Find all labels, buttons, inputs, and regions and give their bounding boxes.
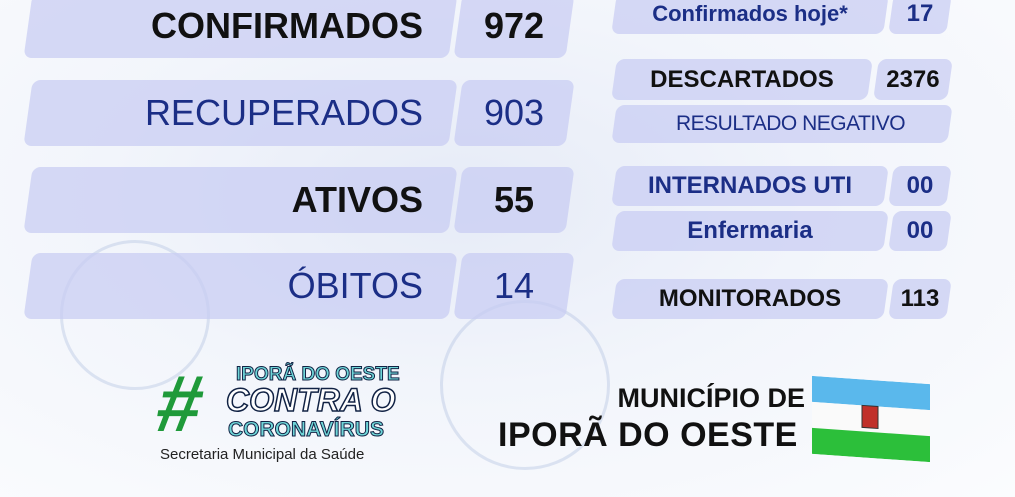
monitorados-label-box: MONITORADOS xyxy=(611,279,889,319)
resultado-negativo-box: RESULTADO NEGATIVO xyxy=(611,105,953,143)
enfermaria-label: Enfermaria xyxy=(687,217,813,244)
internados-uti-label: INTERNADOS UTI xyxy=(648,172,852,199)
confirmados-label-box: CONFIRMADOS xyxy=(23,0,458,58)
internados-uti-label-box: INTERNADOS UTI xyxy=(611,166,889,206)
enfermaria-value: 00 xyxy=(906,217,934,244)
confirmados-value-box: 972 xyxy=(453,0,575,58)
recuperados-value-box: 903 xyxy=(453,80,575,146)
ativos-label: ATIVOS xyxy=(291,179,423,220)
confirmados-hoje-label: Confirmados hoje* xyxy=(652,1,848,26)
hashtag-icon: # xyxy=(150,359,211,448)
obitos-label-box: ÓBITOS xyxy=(23,253,458,319)
enfermaria-value-box: 00 xyxy=(888,211,952,251)
enfermaria-label-box: Enfermaria xyxy=(611,211,889,251)
confirmados-value: 972 xyxy=(483,5,545,46)
municipality-flag-icon xyxy=(812,375,930,463)
descartados-label-box: DESCARTADOS xyxy=(611,59,873,100)
confirmados-hoje-label-box: Confirmados hoje* xyxy=(611,0,889,34)
recuperados-value: 903 xyxy=(483,92,545,133)
campaign-line1: IPORÃ DO OESTE xyxy=(236,364,401,386)
monitorados-label: MONITORADOS xyxy=(658,285,842,312)
recuperados-label: RECUPERADOS xyxy=(144,92,423,133)
campaign-logo: # IPORÃ DO OESTE CONTRA O CORONAVÍRUS Se… xyxy=(150,359,418,472)
ativos-value-box: 55 xyxy=(453,167,575,233)
monitorados-value: 113 xyxy=(900,285,940,312)
recuperados-label-box: RECUPERADOS xyxy=(23,80,458,146)
confirmados-hoje-value-box: 17 xyxy=(888,0,952,34)
obitos-value: 14 xyxy=(493,265,535,306)
descartados-label: DESCARTADOS xyxy=(650,65,834,93)
obitos-label: ÓBITOS xyxy=(287,265,423,306)
campaign-line3: CORONAVÍRUS xyxy=(228,418,385,442)
confirmados-hoje-value: 17 xyxy=(906,0,934,27)
internados-uti-value-box: 00 xyxy=(888,166,952,206)
campaign-line2: CONTRA O xyxy=(225,381,396,419)
municipality-line2: IPORÃ DO OESTE xyxy=(498,416,798,454)
campaign-subtitle: Secretaria Municipal da Saúde xyxy=(160,446,365,463)
descartados-value: 2376 xyxy=(886,65,940,93)
resultado-negativo-label: RESULTADO NEGATIVO xyxy=(676,112,906,135)
monitorados-value-box: 113 xyxy=(888,279,952,319)
obitos-value-box: 14 xyxy=(453,253,575,319)
ativos-value: 55 xyxy=(493,179,535,220)
confirmados-label: CONFIRMADOS xyxy=(151,5,423,46)
internados-uti-value: 00 xyxy=(906,172,934,199)
descartados-value-box: 2376 xyxy=(873,59,953,100)
ativos-label-box: ATIVOS xyxy=(23,167,458,233)
municipality-line1: MUNICÍPIO DE xyxy=(617,383,805,413)
